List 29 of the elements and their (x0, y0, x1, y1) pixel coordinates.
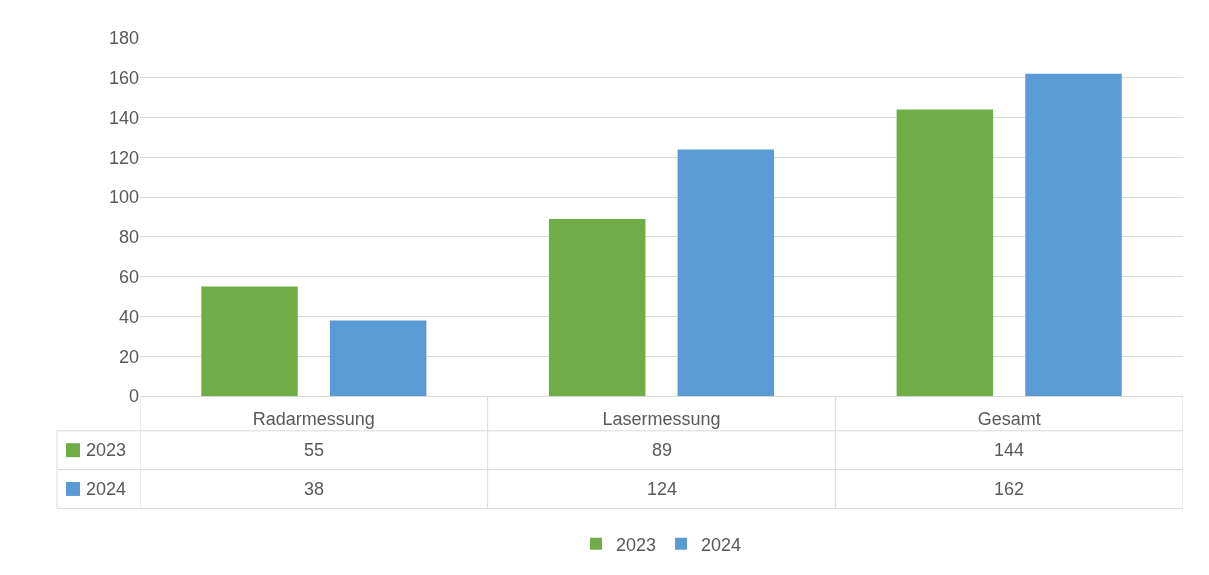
y-tick-label: 0 (128, 386, 139, 407)
data-label: 124 (647, 479, 678, 499)
bar (201, 286, 298, 396)
y-tick-label: 180 (108, 28, 139, 49)
y-tick-label: 100 (108, 187, 139, 208)
y-tick-label: 140 (108, 107, 139, 128)
y-tick-label: 40 (118, 306, 139, 327)
data-label: 55 (304, 440, 325, 460)
y-tick-label: 20 (118, 346, 139, 367)
data-label: 144 (994, 440, 1025, 460)
bar (677, 149, 775, 396)
x-tick-label: Radarmessung (252, 408, 375, 429)
y-tick-label: 60 (118, 266, 139, 287)
x-tick-label: Gesamt (977, 408, 1041, 429)
y-tick-label: 80 (118, 227, 139, 248)
text: 2023 (616, 534, 657, 555)
data-label: 38 (304, 479, 325, 499)
y-tick-label: 120 (108, 147, 139, 168)
x-tick-label: Lasermessung (602, 408, 721, 429)
bar (548, 218, 646, 396)
data-label: 162 (994, 479, 1025, 499)
y-tick-label: 160 (108, 68, 139, 89)
legend-label: 2023 (86, 440, 127, 460)
legend-label: 2024 (701, 534, 742, 555)
data-label: 89 (652, 440, 673, 460)
bar (896, 109, 994, 396)
text: 2024 (86, 479, 127, 499)
bar (329, 320, 427, 396)
bar (1025, 73, 1122, 396)
